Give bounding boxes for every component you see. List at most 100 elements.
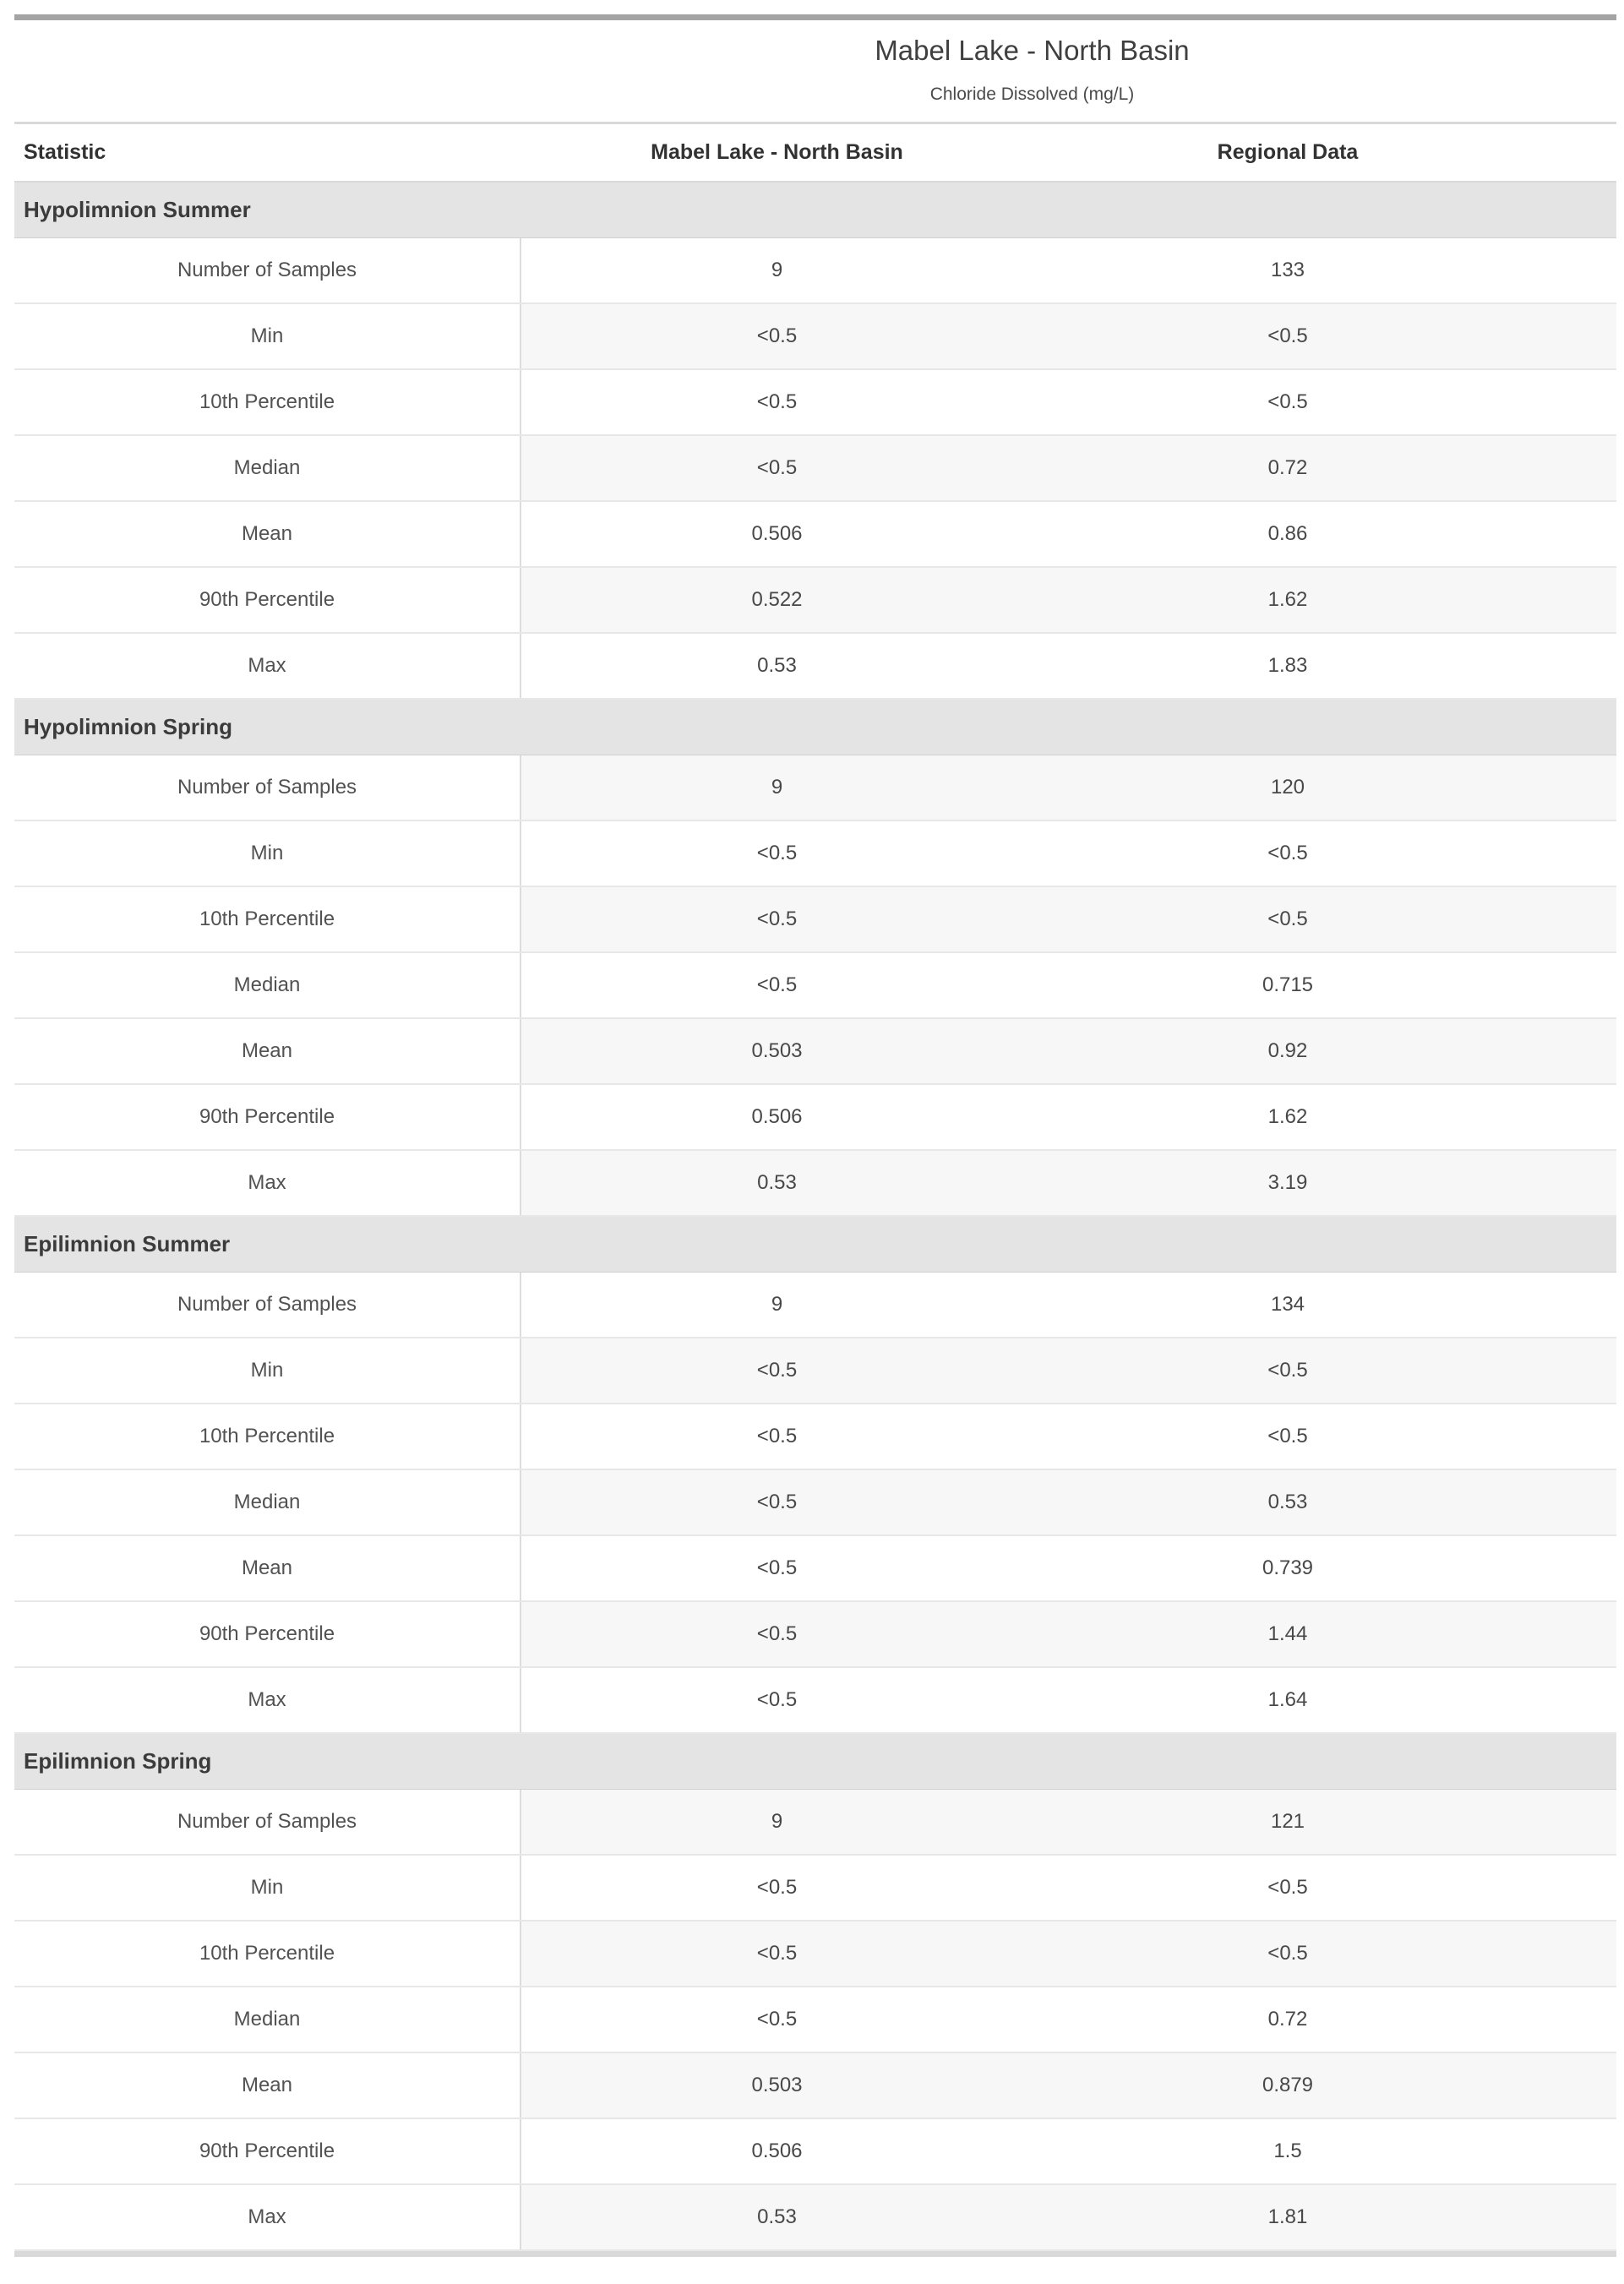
- site-value-cell: <0.5: [756, 1876, 798, 1899]
- site-value-cell: 0.522: [751, 588, 803, 611]
- page-subtitle: Chloride Dissolved (mg/L): [929, 84, 1135, 104]
- regional-value-cell: <0.5: [1267, 1942, 1308, 1965]
- row-data-area: 9 121: [521, 1790, 1616, 1854]
- row-data-area: 9 120: [521, 755, 1616, 820]
- statistic-label: Max: [14, 1151, 521, 1215]
- section-header: Epilimnion Spring: [14, 1734, 1616, 1790]
- site-value-cell: 9: [771, 259, 783, 281]
- row-data-area: <0.5 0.72: [521, 1987, 1616, 2052]
- site-value-cell: 0.506: [751, 1105, 803, 1128]
- row-data-area: 0.53 1.81: [521, 2185, 1616, 2249]
- row-spacer: [1543, 1151, 1616, 1215]
- row-spacer: [1543, 755, 1616, 820]
- regional-value-cell: 0.72: [1267, 456, 1308, 479]
- row-data-area: <0.5 <0.5: [521, 370, 1616, 434]
- row-data-area: <0.5 0.53: [521, 1470, 1616, 1534]
- row-data-area: <0.5 0.739: [521, 1536, 1616, 1600]
- section-rows: Number of Samples 9 134 Min <0.5 <0.5 10…: [14, 1273, 1616, 1734]
- row-spacer: [1543, 1856, 1616, 1920]
- row-spacer: [1543, 1790, 1616, 1854]
- column-header-site: Mabel Lake - North Basin: [651, 140, 903, 164]
- regional-value-cell: 1.5: [1273, 2140, 1302, 2162]
- statistic-label: Number of Samples: [14, 1273, 521, 1337]
- table-row: Max 0.53 1.81: [14, 2185, 1616, 2251]
- statistic-label: Min: [14, 1338, 521, 1403]
- row-spacer: [1543, 436, 1616, 500]
- regional-value-cell: <0.5: [1267, 842, 1308, 864]
- regional-value-cell: 134: [1270, 1293, 1305, 1316]
- statistic-label: 10th Percentile: [14, 887, 521, 951]
- bottom-accent-bar: [14, 2251, 1616, 2257]
- row-data-area: <0.5 1.64: [521, 1668, 1616, 1732]
- table-row: 90th Percentile 0.506 1.62: [14, 1085, 1616, 1151]
- row-spacer: [1543, 1404, 1616, 1469]
- row-data-area: 0.506 1.5: [521, 2119, 1616, 2183]
- row-spacer: [1543, 2185, 1616, 2249]
- row-spacer: [1543, 2053, 1616, 2118]
- table-row: Median <0.5 0.72: [14, 1987, 1616, 2053]
- regional-value-cell: 0.739: [1262, 1556, 1314, 1579]
- regional-value-cell: 1.64: [1267, 1688, 1308, 1711]
- top-accent-bar: [14, 14, 1616, 20]
- regional-value-cell: 1.62: [1267, 588, 1308, 611]
- row-data-area: 9 134: [521, 1273, 1616, 1337]
- site-value-cell: 9: [771, 776, 783, 799]
- table-section: Epilimnion Summer Number of Samples 9 13…: [14, 1217, 1616, 1734]
- row-data-area: 0.506 0.86: [521, 502, 1616, 566]
- table-row: Mean <0.5 0.739: [14, 1536, 1616, 1602]
- site-value-cell: 0.53: [757, 654, 797, 677]
- table-row: 10th Percentile <0.5 <0.5: [14, 1404, 1616, 1470]
- title-block: Mabel Lake - North Basin Chloride Dissol…: [521, 31, 1543, 107]
- statistic-label: 90th Percentile: [14, 1602, 521, 1666]
- row-data-area: <0.5 0.72: [521, 436, 1616, 500]
- statistic-label: Max: [14, 2185, 521, 2249]
- regional-value-cell: 1.44: [1267, 1622, 1308, 1645]
- statistic-label: Number of Samples: [14, 1790, 521, 1854]
- row-data-area: <0.5 <0.5: [521, 1338, 1616, 1403]
- table-section: Hypolimnion Spring Number of Samples 9 1…: [14, 700, 1616, 1217]
- column-header-statistic: Statistic: [24, 140, 106, 164]
- table-row: Number of Samples 9 134: [14, 1273, 1616, 1338]
- site-value-cell: 0.503: [751, 1039, 803, 1062]
- table-row: 90th Percentile 0.522 1.62: [14, 568, 1616, 634]
- statistic-label: Mean: [14, 1019, 521, 1083]
- site-value-cell: 0.503: [751, 2074, 803, 2096]
- table-row: Min <0.5 <0.5: [14, 1856, 1616, 1922]
- statistic-label: Number of Samples: [14, 755, 521, 820]
- row-spacer: [1543, 1085, 1616, 1149]
- regional-value-cell: <0.5: [1267, 1876, 1308, 1899]
- statistic-label: 90th Percentile: [14, 2119, 521, 2183]
- table-row: Number of Samples 9 120: [14, 755, 1616, 821]
- site-value-cell: <0.5: [756, 842, 798, 864]
- site-value-cell: <0.5: [756, 1688, 798, 1711]
- regional-value-cell: 0.879: [1262, 2074, 1314, 2096]
- statistic-label: Median: [14, 953, 521, 1017]
- site-value-cell: <0.5: [756, 1491, 798, 1513]
- row-data-area: <0.5 0.715: [521, 953, 1616, 1017]
- statistic-label: Min: [14, 304, 521, 368]
- statistic-label: Median: [14, 436, 521, 500]
- table-row: 10th Percentile <0.5 <0.5: [14, 370, 1616, 436]
- regional-value-cell: 0.72: [1267, 2008, 1308, 2031]
- header-top-rule: [14, 122, 1616, 124]
- statistic-label: Max: [14, 1668, 521, 1732]
- table-row: Median <0.5 0.72: [14, 436, 1616, 502]
- row-data-area: 0.53 1.83: [521, 634, 1616, 698]
- site-value-cell: <0.5: [756, 324, 798, 347]
- row-spacer: [1543, 821, 1616, 886]
- statistic-label: Median: [14, 1470, 521, 1534]
- regional-value-cell: 121: [1270, 1810, 1305, 1833]
- regional-value-cell: <0.5: [1267, 1425, 1308, 1447]
- row-spacer: [1543, 568, 1616, 632]
- regional-value-cell: <0.5: [1267, 324, 1308, 347]
- row-data-area: <0.5 <0.5: [521, 887, 1616, 951]
- regional-value-cell: 1.83: [1267, 654, 1308, 677]
- report-table: Mabel Lake - North Basin Chloride Dissol…: [14, 14, 1616, 2257]
- statistic-label: Min: [14, 1856, 521, 1920]
- site-value-cell: 0.506: [751, 522, 803, 545]
- row-data-area: <0.5 <0.5: [521, 1856, 1616, 1920]
- regional-value-cell: 0.92: [1267, 1039, 1308, 1062]
- site-value-cell: <0.5: [756, 973, 798, 996]
- section-rows: Number of Samples 9 121 Min <0.5 <0.5 10…: [14, 1790, 1616, 2251]
- site-value-cell: <0.5: [756, 1425, 798, 1447]
